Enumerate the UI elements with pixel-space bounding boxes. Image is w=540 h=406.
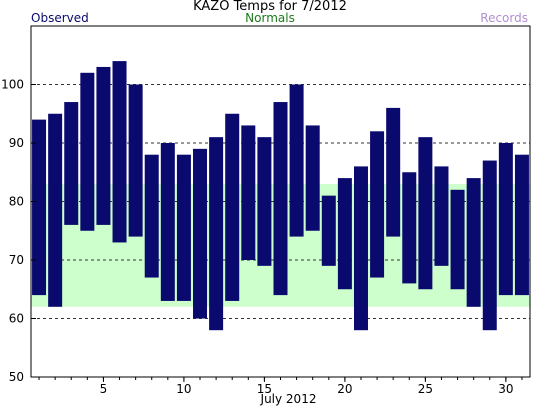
y-tick-label-90: 90 — [9, 136, 24, 150]
legend-normals: Normals — [245, 11, 295, 25]
observed-bar-day-12 — [209, 137, 224, 331]
observed-bar-day-13 — [225, 113, 240, 301]
x-tick-label-10: 10 — [176, 382, 191, 396]
observed-bar-day-21 — [353, 166, 368, 331]
y-tick-label-60: 60 — [9, 312, 24, 326]
observed-bar-day-8 — [144, 154, 159, 278]
legend-observed: Observed — [31, 11, 89, 25]
observed-bar-day-10 — [176, 154, 191, 301]
observed-bar-day-17 — [289, 84, 304, 237]
observed-bar-day-6 — [112, 61, 127, 243]
observed-bar-day-7 — [128, 84, 143, 237]
observed-bar-day-31 — [514, 154, 529, 296]
y-tick-label-100: 100 — [1, 78, 24, 92]
observed-bar-day-28 — [466, 178, 481, 307]
chart-title: KAZO Temps for 7/2012 — [193, 0, 347, 14]
y-tick-label-70: 70 — [9, 253, 24, 267]
observed-bar-day-19 — [321, 195, 336, 266]
observed-bar-day-27 — [450, 189, 465, 290]
x-axis-label: July 2012 — [260, 392, 317, 406]
observed-bar-day-11 — [193, 148, 208, 319]
observed-bar-day-3 — [64, 102, 79, 225]
observed-bar-day-24 — [402, 172, 417, 284]
observed-bar-day-25 — [418, 137, 433, 290]
observed-bar-day-5 — [96, 66, 111, 225]
observed-bar-day-20 — [337, 178, 352, 290]
observed-bar-day-2 — [48, 113, 63, 307]
x-tick-label-20: 20 — [337, 382, 352, 396]
observed-bar-day-18 — [305, 125, 320, 231]
observed-bar-day-29 — [482, 160, 497, 331]
observed-bar-day-16 — [273, 102, 288, 296]
x-tick-label-25: 25 — [418, 382, 433, 396]
observed-bar-day-9 — [160, 143, 175, 301]
x-tick-label-15: 15 — [257, 382, 272, 396]
x-tick-label-5: 5 — [100, 382, 108, 396]
observed-bars-layer — [32, 61, 529, 331]
observed-bar-day-23 — [386, 107, 401, 237]
axes-layer: 50 60 70 80 90 100 5 10 15 20 25 30 July 2012 — [1, 25, 531, 406]
x-tick-label-30: 30 — [498, 382, 513, 396]
observed-bar-day-1 — [32, 119, 47, 296]
observed-bar-day-14 — [241, 125, 256, 260]
y-tick-label-80: 80 — [9, 195, 24, 209]
observed-bar-day-15 — [257, 137, 272, 266]
observed-bar-day-26 — [434, 166, 449, 266]
legend-records: Records — [480, 11, 528, 25]
observed-bar-day-30 — [498, 143, 513, 296]
observed-bar-day-22 — [370, 131, 385, 278]
observed-bar-day-4 — [80, 72, 95, 231]
y-tick-label-50: 50 — [9, 370, 24, 384]
